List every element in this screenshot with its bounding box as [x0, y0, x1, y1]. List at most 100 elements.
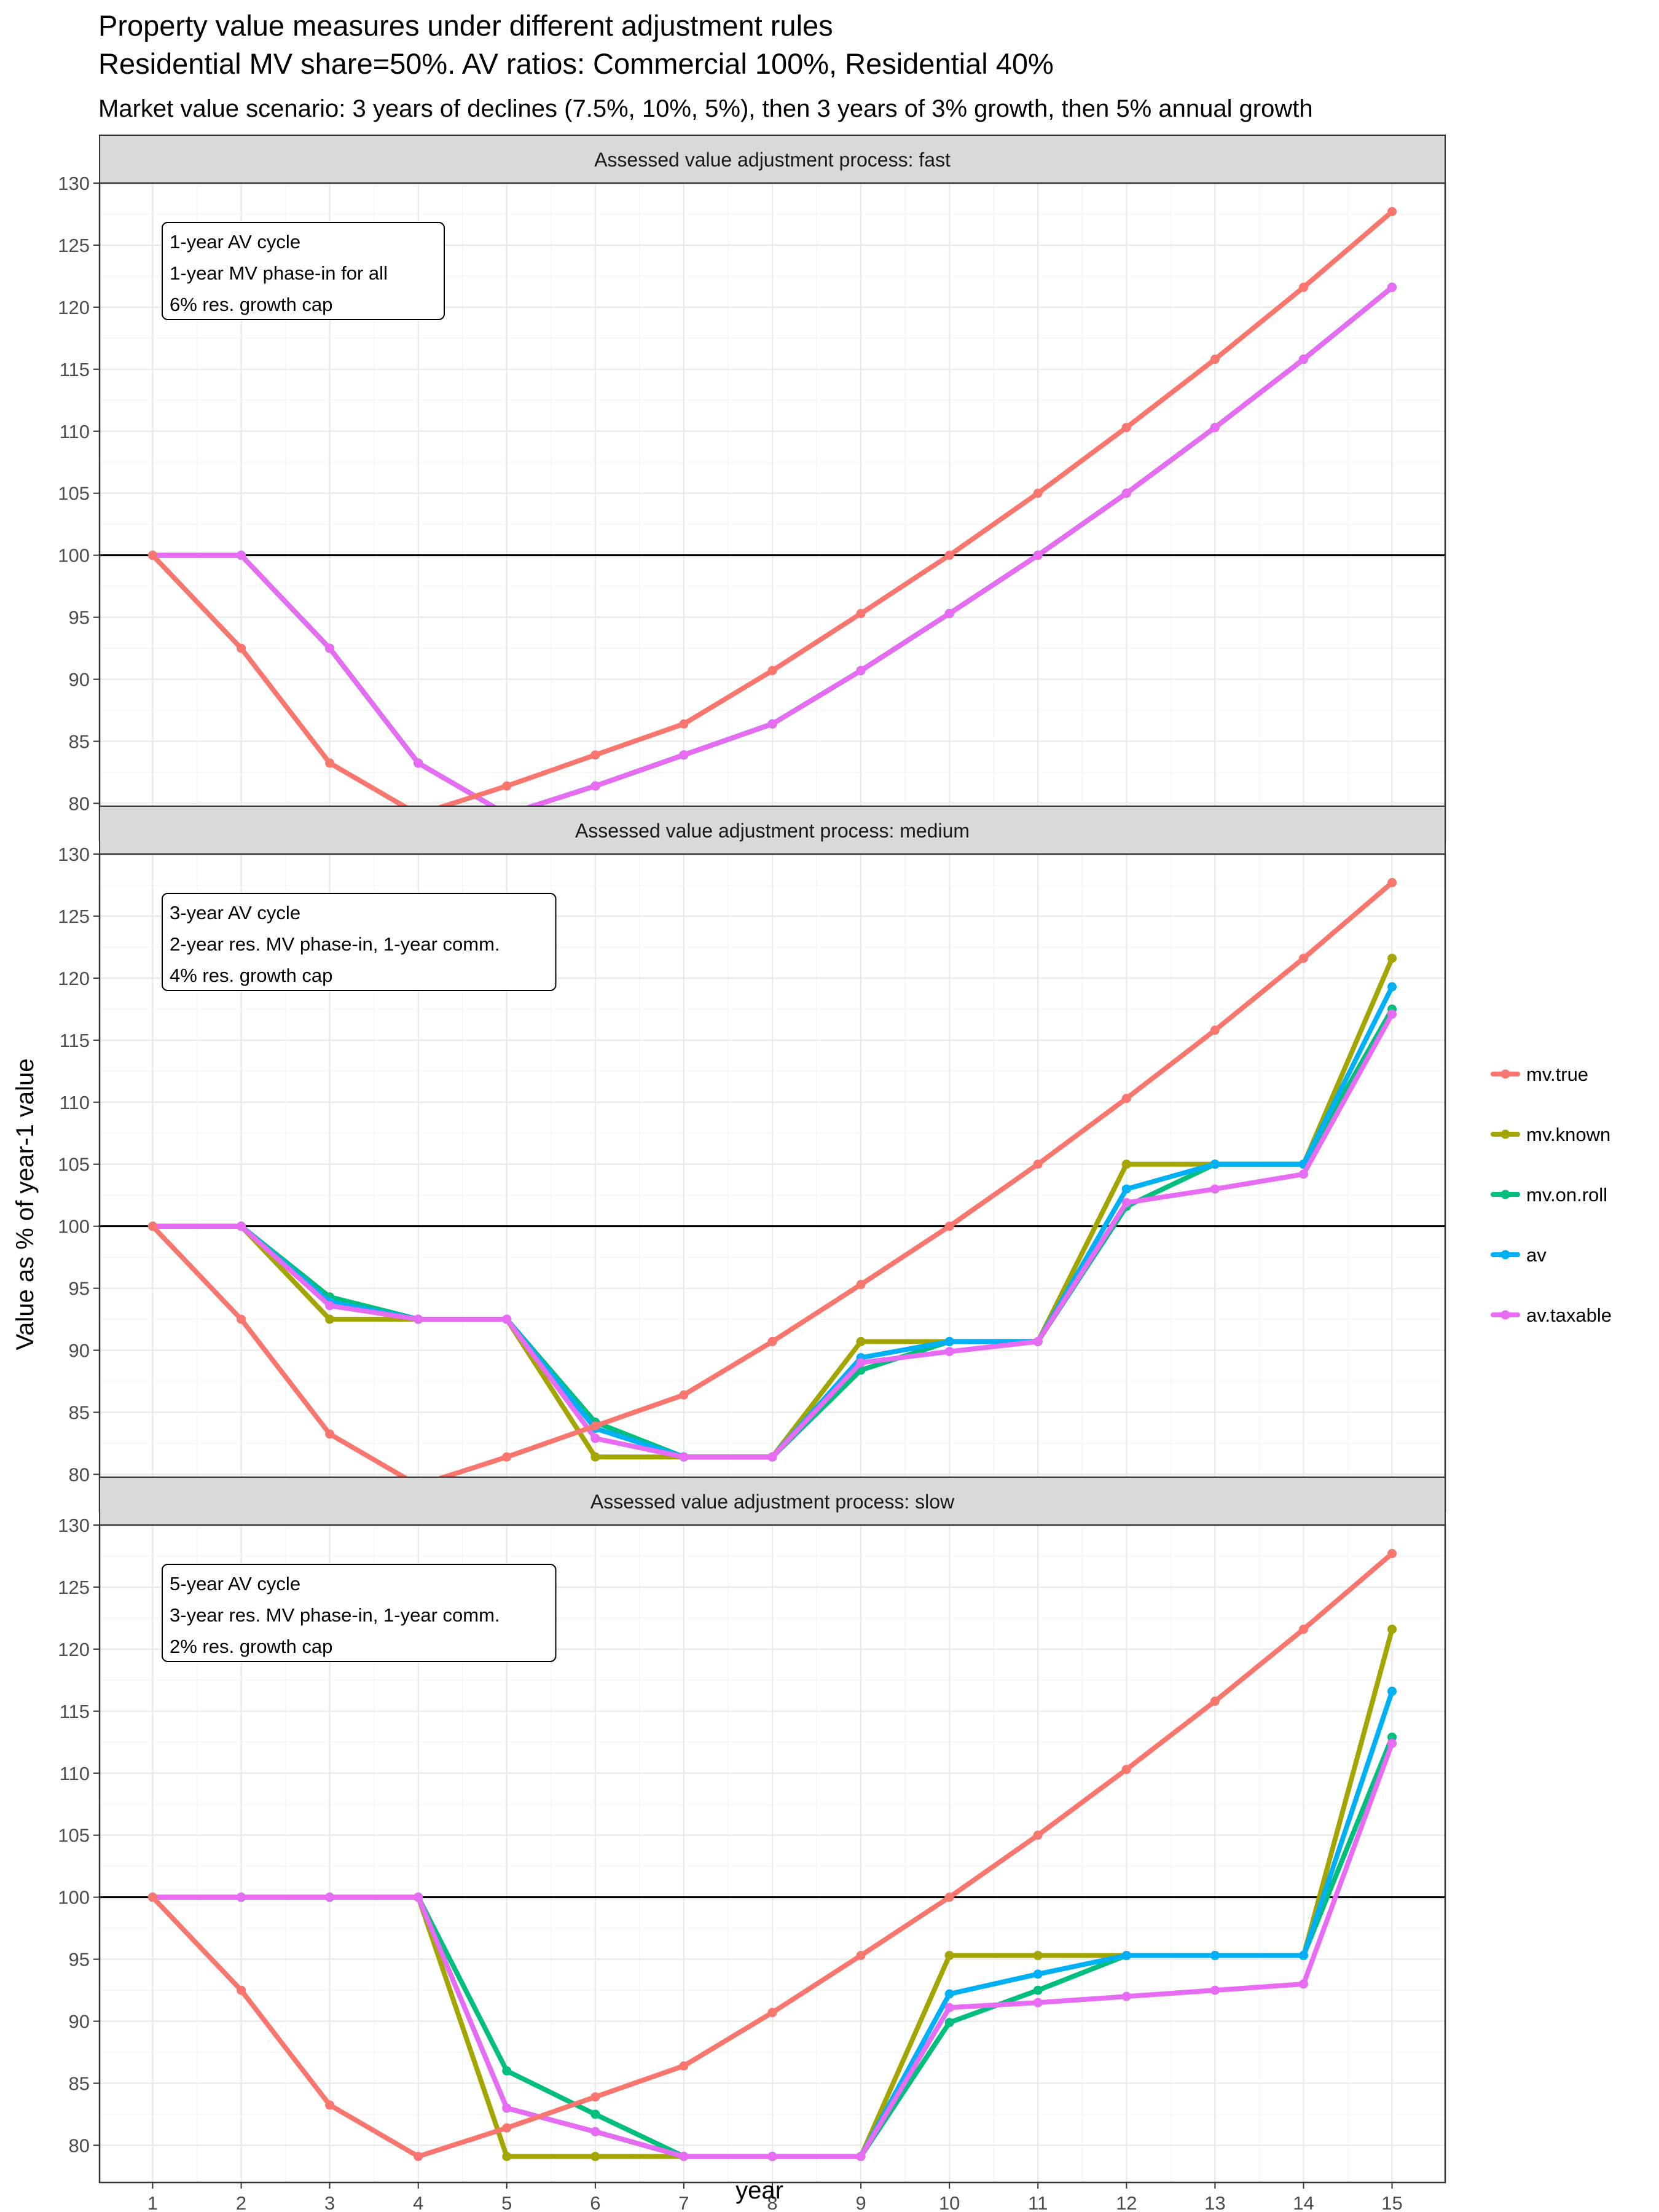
legend-key-point	[1500, 1069, 1510, 1079]
data-point	[856, 1336, 866, 1346]
y-tick-label: 125	[58, 906, 90, 927]
legend-key-point	[1500, 1190, 1510, 1199]
data-point	[856, 1280, 866, 1290]
data-point	[1210, 1184, 1220, 1194]
data-point	[1210, 1696, 1220, 1706]
panel-note: 5-year AV cycle 3-year res. MV phase-in, …	[162, 1564, 557, 1662]
data-point	[1033, 551, 1043, 560]
data-point	[414, 1314, 423, 1324]
data-point	[1033, 488, 1043, 498]
data-point	[1387, 1548, 1397, 1558]
y-tick-label: 105	[58, 1154, 90, 1175]
y-tick-label: 95	[69, 1278, 90, 1300]
note-box	[162, 893, 557, 991]
legend-label: av.taxable	[1526, 1304, 1612, 1326]
y-tick-label: 125	[58, 1577, 90, 1598]
x-axis: 1 2 3 4 5 6 7 8 9 10 11 12 13 14 15	[147, 2183, 1403, 2212]
data-point	[1387, 1738, 1397, 1748]
data-point	[414, 758, 423, 768]
data-point	[1210, 1026, 1220, 1035]
data-point	[237, 1892, 246, 1902]
data-point	[1387, 1009, 1397, 1019]
data-point	[502, 2123, 512, 2133]
chart-title-line-2: Residential MV share=50%. AV ratios: Com…	[98, 47, 1054, 80]
note-box	[162, 222, 445, 320]
y-tick-label: 85	[69, 2073, 90, 2094]
data-point	[590, 750, 600, 760]
data-point	[1033, 1951, 1043, 1961]
legend-key-point	[1500, 1310, 1510, 1320]
data-point	[944, 1989, 954, 1999]
data-point	[1387, 877, 1397, 887]
data-point	[679, 719, 689, 729]
data-point	[1298, 1951, 1308, 1961]
data-point	[944, 551, 954, 560]
y-tick-label: 90	[69, 669, 90, 691]
legend-label: av	[1526, 1244, 1547, 1266]
panel-strip	[99, 135, 1446, 184]
y-axis: 80 85 90 95 100 105 110 115 120 125 130	[58, 844, 100, 1485]
y-tick-label: 125	[58, 235, 90, 256]
x-tick-label: 2	[236, 2192, 246, 2212]
data-point	[1210, 423, 1220, 433]
data-point	[767, 2152, 777, 2162]
series-group	[147, 1548, 1397, 2162]
y-tick-label: 115	[60, 1701, 90, 1722]
data-point	[679, 2061, 689, 2071]
data-point	[590, 2109, 600, 2119]
note-line: 4% res. growth cap	[170, 965, 332, 986]
x-tick-label: 5	[501, 2192, 512, 2212]
note-line: 1-year AV cycle	[170, 231, 300, 253]
y-tick-label: 120	[58, 968, 90, 989]
data-point	[1387, 1687, 1397, 1696]
y-tick-label: 110	[60, 421, 90, 442]
data-point	[502, 2066, 512, 2076]
x-tick-label: 6	[590, 2192, 600, 2212]
y-tick-label: 130	[58, 173, 90, 194]
data-point	[1121, 423, 1131, 433]
y-tick-label: 90	[69, 2011, 90, 2033]
data-point	[1121, 1184, 1131, 1194]
y-tick-label: 130	[58, 844, 90, 865]
data-point	[1298, 1979, 1308, 1989]
y-axis: 80 85 90 95 100 105 110 115 120 125 130	[58, 173, 100, 814]
data-point	[237, 643, 246, 653]
data-point	[1121, 1159, 1131, 1169]
chart-title-line-1: Property value measures under different …	[98, 9, 833, 42]
y-tick-label: 80	[69, 1464, 90, 1485]
data-point	[414, 2152, 423, 2162]
data-point	[1387, 283, 1397, 292]
panel-note: 1-year AV cycle 1-year MV phase-in for al…	[162, 222, 445, 320]
data-point	[502, 1452, 512, 1462]
x-tick-label: 15	[1381, 2192, 1402, 2212]
data-point	[767, 2007, 777, 2017]
data-point	[325, 1892, 335, 1902]
chart-subtitle: Market value scenario: 3 years of declin…	[98, 95, 1313, 122]
data-point	[1033, 1969, 1043, 1979]
y-tick-label: 120	[58, 297, 90, 318]
y-tick-label: 100	[58, 1216, 90, 1237]
y-axis-title: Value as % of year-1 value	[12, 1058, 39, 1350]
data-point	[944, 1347, 954, 1357]
data-point	[679, 2152, 689, 2162]
data-point	[1210, 1951, 1220, 1961]
data-point	[502, 781, 512, 791]
data-point	[1387, 1625, 1397, 1634]
data-point	[856, 665, 866, 675]
y-tick-label: 130	[58, 1515, 90, 1536]
y-tick-label: 105	[58, 1825, 90, 1846]
legend-item: av.taxable	[1491, 1304, 1612, 1326]
data-point	[147, 1892, 157, 1902]
data-point	[590, 781, 600, 791]
data-point	[944, 1951, 954, 1961]
x-tick-label: 4	[413, 2192, 423, 2212]
data-point	[856, 2152, 866, 2162]
data-point	[325, 758, 335, 768]
legend-label: mv.on.roll	[1526, 1184, 1607, 1206]
data-point	[1121, 1765, 1131, 1775]
y-tick-label: 95	[69, 607, 90, 629]
data-point	[325, 1429, 335, 1439]
major-gridlines	[100, 853, 1445, 1512]
series-mv-true	[147, 1548, 1397, 2162]
x-tick-label: 10	[939, 2192, 960, 2212]
